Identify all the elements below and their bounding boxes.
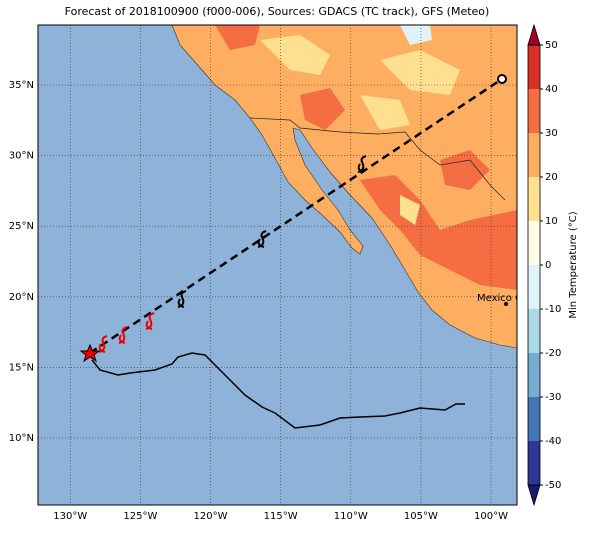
x-tick-label: 125°W bbox=[123, 511, 157, 522]
grid bbox=[38, 25, 517, 505]
colorbar-bin bbox=[528, 133, 540, 177]
y-tick-label: 10°N bbox=[9, 433, 34, 444]
colorbar-bin bbox=[528, 353, 540, 397]
track-end bbox=[497, 74, 507, 84]
cool-region bbox=[260, 35, 460, 225]
city-marker bbox=[504, 302, 508, 306]
map-frame bbox=[37, 24, 518, 506]
colorbar-tick-label: -20 bbox=[545, 348, 561, 359]
colorbar-bin bbox=[528, 45, 540, 89]
storm-icon bbox=[118, 326, 128, 344]
y-tick-label: 25°N bbox=[9, 221, 34, 232]
x-tick-label: 110°W bbox=[334, 511, 368, 522]
colorbar-label: Min Temperature (°C) bbox=[568, 211, 579, 318]
track-start bbox=[79, 343, 101, 363]
pale-region bbox=[400, 25, 432, 45]
colorbar: -50 -40 -30 -20 -10 0 10 20 30 40 50 bbox=[527, 23, 561, 507]
storm-icon bbox=[357, 155, 367, 173]
colorbar-tick-label: 30 bbox=[545, 128, 558, 139]
x-tick-label: 105°W bbox=[404, 511, 438, 522]
y-tick-label: 20°N bbox=[9, 292, 34, 303]
colorbar-extend bbox=[527, 484, 541, 507]
colorbar-bin bbox=[528, 309, 540, 353]
storm-icons bbox=[98, 74, 507, 353]
colorbar-bin bbox=[528, 265, 540, 309]
map-title: Forecast of 2018100900 (f000-006), Sourc… bbox=[65, 5, 490, 18]
colorbar-bin bbox=[528, 441, 540, 485]
colorbar-tick-label: 20 bbox=[545, 172, 558, 183]
x-tick-label: 115°W bbox=[264, 511, 298, 522]
colorbar-tick-label: 0 bbox=[545, 260, 551, 271]
colorbar-tick-label: -40 bbox=[545, 436, 561, 447]
colorbar-tick-label: 50 bbox=[545, 40, 558, 51]
colorbar-tick-label: 40 bbox=[545, 84, 558, 95]
storm-icon bbox=[98, 335, 108, 353]
x-tick-label: 130°W bbox=[53, 511, 87, 522]
storm-icon bbox=[145, 312, 155, 330]
colorbar-bin bbox=[528, 89, 540, 133]
y-tick-label: 15°N bbox=[9, 362, 34, 373]
colorbar-bin bbox=[528, 177, 540, 221]
colorbar-tick-label: -50 bbox=[545, 480, 561, 491]
axes: 130°W 125°W 120°W 115°W 110°W 105°W 100°W 10°N 1… bbox=[9, 80, 508, 522]
colorbar-bin bbox=[528, 397, 540, 441]
track bbox=[89, 77, 503, 355]
y-tick-label: 35°N bbox=[9, 80, 34, 91]
city-label: Mexico Cit bbox=[477, 293, 529, 304]
forecast-path bbox=[91, 352, 465, 429]
storm-icon bbox=[257, 230, 267, 248]
colorbar-tick-label: -10 bbox=[545, 304, 561, 315]
x-tick-label: 100°W bbox=[474, 511, 508, 522]
storm-icon bbox=[177, 290, 187, 308]
warm-region bbox=[215, 25, 517, 290]
colorbar-extend bbox=[527, 23, 541, 46]
land bbox=[171, 25, 517, 349]
x-tick-label: 120°W bbox=[194, 511, 228, 522]
colorbar-bin bbox=[528, 221, 540, 265]
colorbar-tick-label: 10 bbox=[545, 216, 558, 227]
y-tick-label: 30°N bbox=[9, 151, 34, 162]
colorbar-tick-label: -30 bbox=[545, 392, 561, 403]
border bbox=[249, 117, 506, 201]
map-area: Mexico Cit bbox=[38, 25, 529, 505]
